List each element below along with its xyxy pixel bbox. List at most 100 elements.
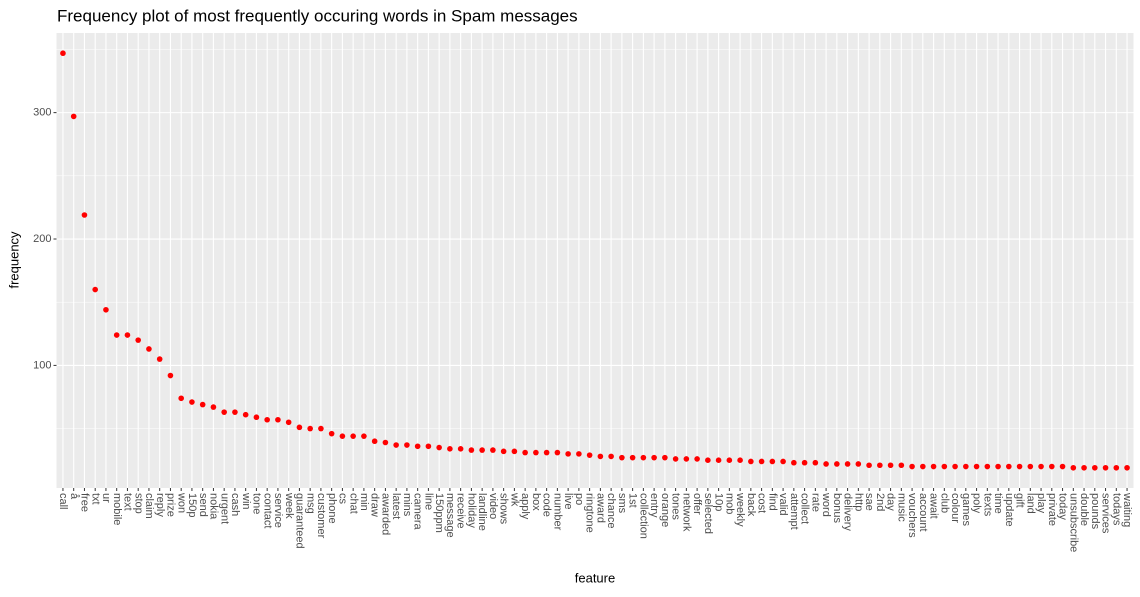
point (801, 459, 808, 466)
point (952, 463, 958, 470)
point (393, 442, 399, 448)
x-tick-label: cash (229, 493, 241, 516)
point (264, 416, 270, 423)
x-tick-label: sms (616, 493, 628, 514)
x-tick-label: time (992, 493, 1004, 514)
point (640, 454, 647, 461)
x-tick-label: land (1024, 493, 1036, 514)
point (973, 463, 980, 470)
x-tick-label: box (530, 493, 542, 511)
x-tick-label: mobile (111, 493, 123, 525)
point (60, 50, 66, 57)
point (404, 442, 410, 448)
point (629, 454, 636, 461)
x-tick-label: mob (723, 493, 735, 514)
x-tick-label: rate (809, 493, 821, 512)
panel (56, 33, 1134, 488)
x-tick-label: 10p (713, 493, 725, 511)
x-tick-label: attempt (788, 493, 800, 530)
point (769, 458, 776, 465)
x-tick-label: wk (508, 492, 520, 507)
point (490, 447, 496, 453)
point (135, 337, 141, 343)
point (414, 443, 421, 450)
x-tick-label: urgent (218, 493, 230, 524)
point (619, 454, 625, 461)
point (167, 372, 174, 379)
x-tick-label: unsubscribe (1067, 493, 1079, 552)
x-tick-label: bonus (831, 493, 843, 523)
point (232, 409, 238, 415)
x-tick-label: todays (1110, 493, 1122, 526)
x-tick-label: valid (777, 493, 789, 516)
point (113, 332, 120, 338)
point (877, 462, 883, 469)
x-tick-label: collection (637, 493, 649, 539)
x-tick-label: services (1100, 493, 1112, 534)
point (866, 462, 872, 469)
point (823, 461, 829, 467)
y-axis-title: frequency (6, 231, 21, 289)
point (242, 411, 249, 418)
point (898, 462, 905, 469)
x-tick-label: reply (154, 493, 166, 517)
x-tick-label: service (272, 493, 284, 528)
point (662, 454, 668, 461)
x-tick-label: tones (670, 493, 682, 520)
point (705, 457, 711, 463)
point (296, 424, 303, 431)
x-tick-label: find (766, 493, 778, 511)
point (1113, 464, 1120, 471)
point (995, 463, 1001, 470)
point (156, 356, 163, 362)
x-tick-label: offer (691, 493, 703, 515)
x-tick-label: chat (347, 493, 359, 514)
point (834, 461, 840, 467)
point (1049, 463, 1055, 470)
point (1092, 464, 1098, 471)
point (1124, 464, 1130, 471)
point (81, 212, 88, 218)
point (683, 456, 690, 462)
point (285, 419, 292, 426)
point (651, 454, 657, 461)
x-tick-label: apply (519, 493, 531, 520)
point (146, 346, 152, 352)
point (1027, 463, 1034, 470)
x-tick-label: txt (89, 493, 101, 505)
point (726, 457, 733, 463)
point (70, 113, 77, 120)
point (124, 332, 131, 338)
x-tick-label: å (68, 493, 80, 500)
x-tick-label: today (1057, 493, 1069, 520)
x-tick-label: weekly (734, 492, 746, 527)
x-tick-label: live (562, 493, 574, 510)
x-tick-label: latest (390, 493, 402, 519)
point (511, 448, 518, 455)
x-tick-label: phone (326, 493, 338, 524)
x-tick-label: msg (304, 493, 316, 514)
point (1070, 464, 1077, 471)
point (275, 416, 281, 423)
x-tick-label: cs (337, 493, 349, 505)
x-tick-label: camera (412, 493, 424, 531)
x-tick-label: shows (498, 493, 510, 525)
point (436, 444, 442, 451)
point (479, 447, 485, 453)
point (500, 448, 507, 455)
y-tick-label: 300 (33, 107, 51, 119)
point (522, 449, 528, 456)
x-tick-label: stop (132, 493, 144, 514)
point (210, 404, 217, 410)
point (447, 446, 453, 452)
x-tick-label: selected (702, 493, 714, 534)
x-tick-label: http (852, 493, 864, 511)
point (963, 463, 969, 470)
point (318, 425, 324, 432)
point (672, 456, 679, 462)
point (780, 458, 786, 465)
point (425, 443, 432, 450)
x-tick-label: chance (605, 493, 617, 528)
x-tick-label: message (444, 493, 456, 538)
x-tick-label: vouchers (906, 493, 918, 538)
